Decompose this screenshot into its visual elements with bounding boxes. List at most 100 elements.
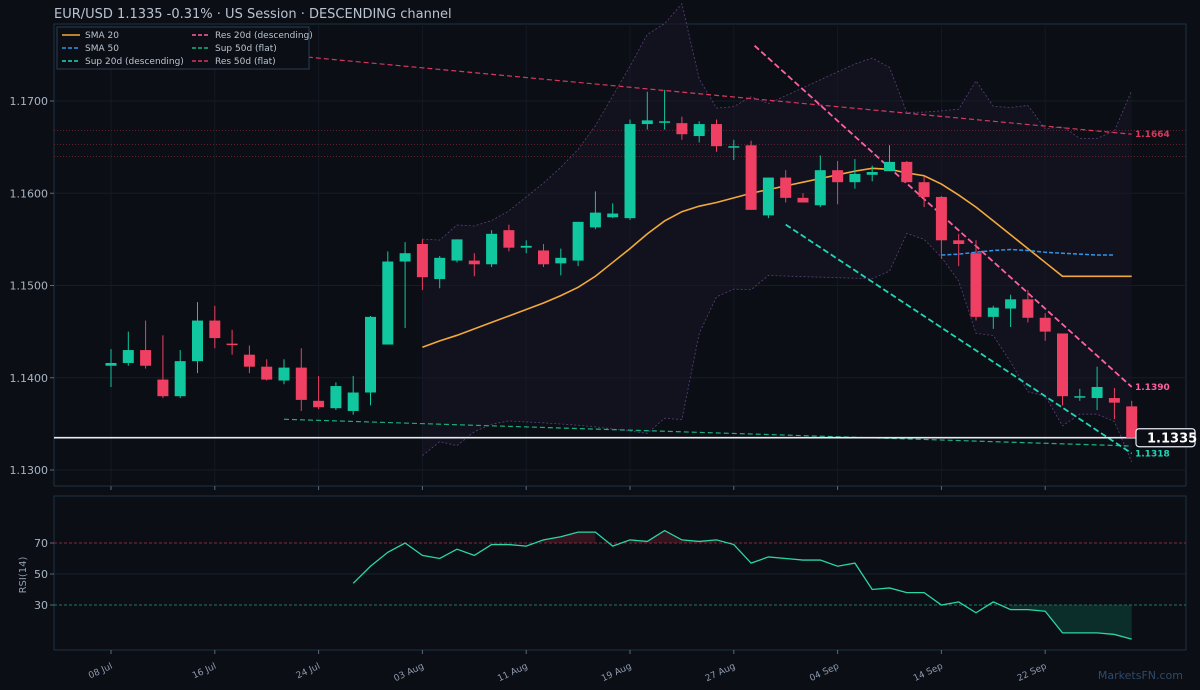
candle-body (832, 170, 844, 183)
candle-body (399, 253, 411, 262)
candle-body (365, 316, 376, 393)
candle-body (693, 124, 705, 137)
legend: SMA 20 SMA 50 Sup 20d (descending) Res 2… (56, 26, 313, 70)
candle-body (313, 400, 325, 408)
sma20-line (422, 167, 1132, 349)
candle-body (641, 120, 653, 125)
rsi-tick-label: 70 (34, 537, 48, 550)
candle-body (797, 197, 809, 203)
candle-body (814, 170, 826, 206)
candle-body (953, 240, 965, 244)
candle-body (676, 123, 688, 135)
last-price-label: 1.1335 (1147, 432, 1197, 447)
candle-body (607, 213, 619, 218)
candle-body (157, 379, 169, 397)
candle-body (209, 320, 221, 339)
bollinger-band (422, 2, 1133, 463)
candle-body (728, 146, 740, 148)
sup20-label: 1.1318 (1135, 449, 1170, 459)
candle-body (278, 367, 290, 381)
sma50-line (941, 248, 1115, 256)
watermark: MarketsFN.com (1098, 669, 1183, 682)
candle-body (451, 239, 463, 261)
price-tick-label: 1.1500 (10, 280, 49, 293)
candle-body (589, 212, 601, 228)
price-axis: 1.1300 1.1400 1.1500 1.1600 1.1700 (10, 95, 54, 477)
candle-body (503, 230, 515, 248)
candle-body (295, 367, 307, 400)
sup20-line (785, 223, 1133, 455)
legend-label-sma50: SMA 50 (85, 44, 119, 54)
candle-body (1091, 386, 1103, 399)
candle-body (140, 350, 152, 366)
chart-title: EUR/USD 1.1335 -0.31% · US Session · DES… (54, 7, 452, 22)
candle-body (1074, 396, 1086, 398)
candle-body (901, 161, 913, 183)
candle-body (1057, 333, 1068, 397)
candle-body (226, 343, 238, 346)
candle-body (538, 250, 549, 265)
candle-body (105, 362, 117, 366)
candle-body (174, 361, 186, 397)
candle-body (935, 196, 947, 241)
candle-body (745, 145, 757, 210)
candle-body (486, 233, 498, 265)
legend-label-res20: Res 20d (descending) (215, 31, 313, 41)
sup50-line (283, 418, 1132, 447)
level-labels: 1.1664 1.1390 1.1318 1.1335 (1135, 130, 1197, 459)
rsi-overbought-fill (543, 532, 596, 543)
candle-body (382, 261, 394, 345)
legend-box (56, 26, 310, 70)
candle-body (192, 320, 203, 362)
candle-body (987, 307, 999, 317)
price-tick-label: 1.1300 (10, 464, 49, 477)
candle-body (434, 257, 446, 280)
res20-label: 1.1390 (1135, 383, 1170, 393)
band-lower (422, 232, 1133, 463)
band-fill (422, 3, 1132, 462)
candle-body (468, 260, 480, 265)
band-upper (422, 2, 1133, 241)
candle-body (762, 177, 774, 216)
candles (105, 89, 1138, 438)
candle-body (520, 245, 532, 248)
rsi-line (352, 529, 1132, 640)
candle-body (122, 350, 134, 363)
candle-body (1108, 398, 1120, 403)
res50-line (283, 54, 1132, 135)
res50-label: 1.1664 (1135, 130, 1170, 140)
legend-label-res50: Res 50d (flat) (215, 57, 276, 67)
candle-body (866, 172, 878, 175)
candle-body (416, 243, 428, 278)
price-tick-label: 1.1400 (10, 372, 49, 385)
candle-body (659, 121, 671, 123)
rsi-fills (543, 530, 1132, 640)
candle-body (624, 124, 636, 219)
rsi-tick-label: 30 (34, 599, 48, 612)
price-tick-label: 1.1600 (10, 187, 49, 200)
last-price-badge (1135, 428, 1196, 448)
moving-averages (422, 167, 1132, 349)
rsi-panel-frame (53, 495, 1187, 651)
candle-body (572, 221, 584, 261)
candle-body (1005, 299, 1017, 309)
rsi-axis-label: RSI(14) (18, 557, 29, 594)
candle-body (970, 253, 982, 317)
candle-body (1126, 406, 1138, 438)
candle-body (918, 182, 930, 197)
candle-body (261, 366, 273, 380)
rsi-overbought-fill (630, 530, 717, 543)
candle-body (849, 173, 861, 183)
candle-body (1039, 317, 1051, 332)
legend-label-sup20: Sup 20d (descending) (85, 57, 184, 67)
candle-body (711, 124, 722, 147)
rsi-oversold-fill (1010, 605, 1132, 640)
candle-body (884, 161, 895, 172)
legend-label-sma20: SMA 20 (85, 31, 119, 41)
price-panel-frame (53, 23, 1187, 487)
legend-label-sup50: Sup 50d (flat) (215, 44, 277, 54)
candle-body (330, 386, 342, 409)
candle-body (1022, 299, 1034, 318)
rsi-series (352, 529, 1132, 640)
